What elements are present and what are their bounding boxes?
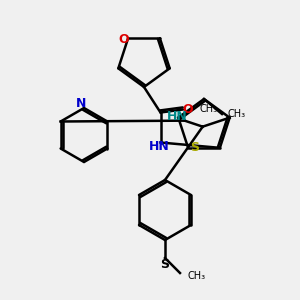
Text: HN: HN [148,140,170,154]
Text: HN: HN [167,110,188,123]
Text: N: N [76,97,86,110]
Text: CH₃: CH₃ [228,109,246,119]
Text: O: O [118,33,129,46]
Text: CH₃: CH₃ [188,271,206,281]
Text: CH₃: CH₃ [199,104,218,114]
Text: S: S [160,257,169,271]
Text: S: S [190,141,199,154]
Text: O: O [182,103,193,116]
